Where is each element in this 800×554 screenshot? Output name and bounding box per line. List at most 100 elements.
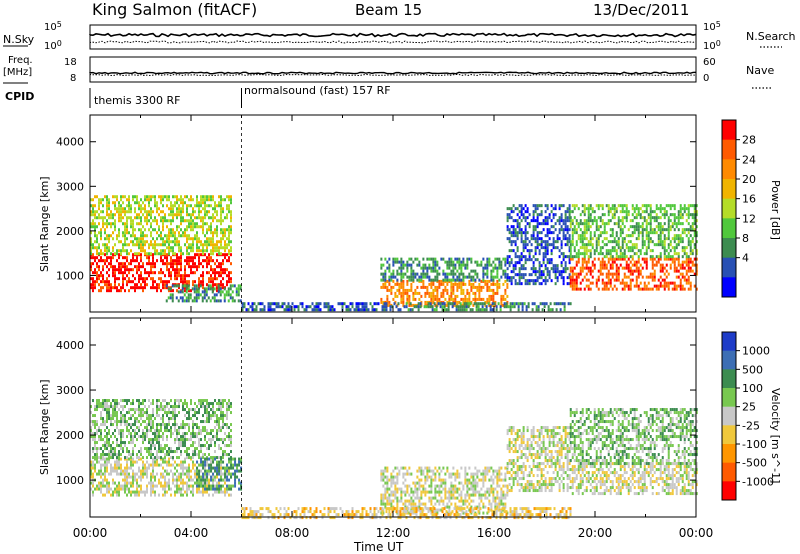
power-cell (365, 302, 368, 306)
power-cell (160, 289, 162, 293)
velocity-cell (192, 466, 194, 470)
power-cell (228, 207, 230, 211)
power-cell (162, 222, 164, 226)
velocity-cell (162, 420, 164, 424)
power-cell (571, 219, 574, 223)
power-cell (573, 249, 576, 253)
power-cell (243, 305, 246, 309)
power-cell (230, 225, 232, 229)
power-cell (216, 271, 218, 275)
power-cell (178, 213, 180, 217)
power-cell (653, 284, 656, 288)
power-cell (573, 216, 576, 220)
power-cell (629, 260, 632, 264)
power-cell (315, 302, 318, 306)
power-cell (180, 219, 182, 223)
power-cell (90, 256, 92, 260)
power-cell (635, 237, 638, 241)
velocity-cell (122, 399, 124, 403)
velocity-cell (210, 457, 212, 461)
power-cell (220, 262, 222, 266)
power-cell (571, 275, 574, 279)
velocity-cell (180, 472, 182, 476)
power-cell (220, 216, 222, 220)
power-cell (305, 305, 308, 309)
power-cell (406, 263, 409, 267)
velocity-cell (206, 463, 208, 467)
power-cell (532, 210, 535, 214)
power-cell (615, 272, 618, 276)
power-cell (395, 305, 398, 309)
power-cell (419, 302, 422, 306)
power-cell (472, 275, 475, 279)
velocity-cell (192, 487, 194, 491)
velocity-cell (106, 411, 108, 415)
velocity-cell (156, 450, 158, 454)
power-cell (619, 231, 622, 235)
power-cell (617, 246, 620, 250)
velocity-cell (176, 463, 178, 467)
power-cell (627, 284, 630, 288)
power-cell (132, 274, 134, 278)
velocity-cell (92, 484, 94, 488)
power-cell (104, 249, 106, 253)
power-cell (649, 225, 652, 229)
power-cell (447, 302, 450, 306)
power-cell (510, 231, 513, 235)
power-cell (192, 210, 194, 214)
power-cell (605, 266, 608, 270)
power-cell (180, 268, 182, 272)
power-cell (522, 243, 525, 247)
power-cell (585, 228, 588, 232)
power-cell (100, 256, 102, 260)
power-cell (162, 198, 164, 202)
power-cell (583, 228, 586, 232)
power-cell (192, 262, 194, 266)
velocity-cell (172, 475, 174, 479)
velocity-cell (144, 432, 146, 436)
power-cell (126, 216, 128, 220)
power-cell (293, 305, 296, 309)
power-cell (178, 240, 180, 244)
power-cell (98, 283, 100, 287)
power-cell (150, 262, 152, 266)
power-cell (289, 305, 292, 309)
power-cell (128, 280, 130, 284)
power-cell (180, 277, 182, 281)
velocity-cell (126, 463, 128, 467)
velocity-cell (184, 481, 186, 485)
power-cell (126, 219, 128, 223)
power-cell (619, 225, 622, 229)
velocity-cell (108, 450, 110, 454)
velocity-cell (174, 438, 176, 442)
power-cell (90, 225, 92, 229)
power-cell (587, 255, 590, 259)
velocity-cell (108, 472, 110, 476)
power-cell (607, 287, 610, 291)
power-cell (542, 252, 545, 256)
velocity-cell (172, 472, 174, 476)
velocity-cell (194, 423, 196, 427)
power-cell (651, 260, 654, 264)
power-cell (92, 253, 94, 257)
power-cell (639, 225, 642, 229)
power-cell (611, 272, 614, 276)
power-cell (506, 282, 509, 286)
power-cell (150, 234, 152, 238)
velocity-cell (170, 469, 172, 473)
power-cell (92, 210, 94, 214)
power-cell (639, 281, 642, 285)
power-cell (444, 275, 447, 279)
power-cell (398, 260, 401, 264)
power-cell (506, 213, 509, 217)
power-cell (599, 231, 602, 235)
power-cell (100, 271, 102, 275)
power-cell (474, 294, 477, 298)
power-cell (461, 308, 464, 312)
power-cell (633, 263, 636, 267)
power-cell (619, 281, 622, 285)
power-cell (615, 210, 618, 214)
power-cell (613, 272, 616, 276)
power-cell (422, 257, 425, 261)
power-cell (150, 271, 152, 275)
